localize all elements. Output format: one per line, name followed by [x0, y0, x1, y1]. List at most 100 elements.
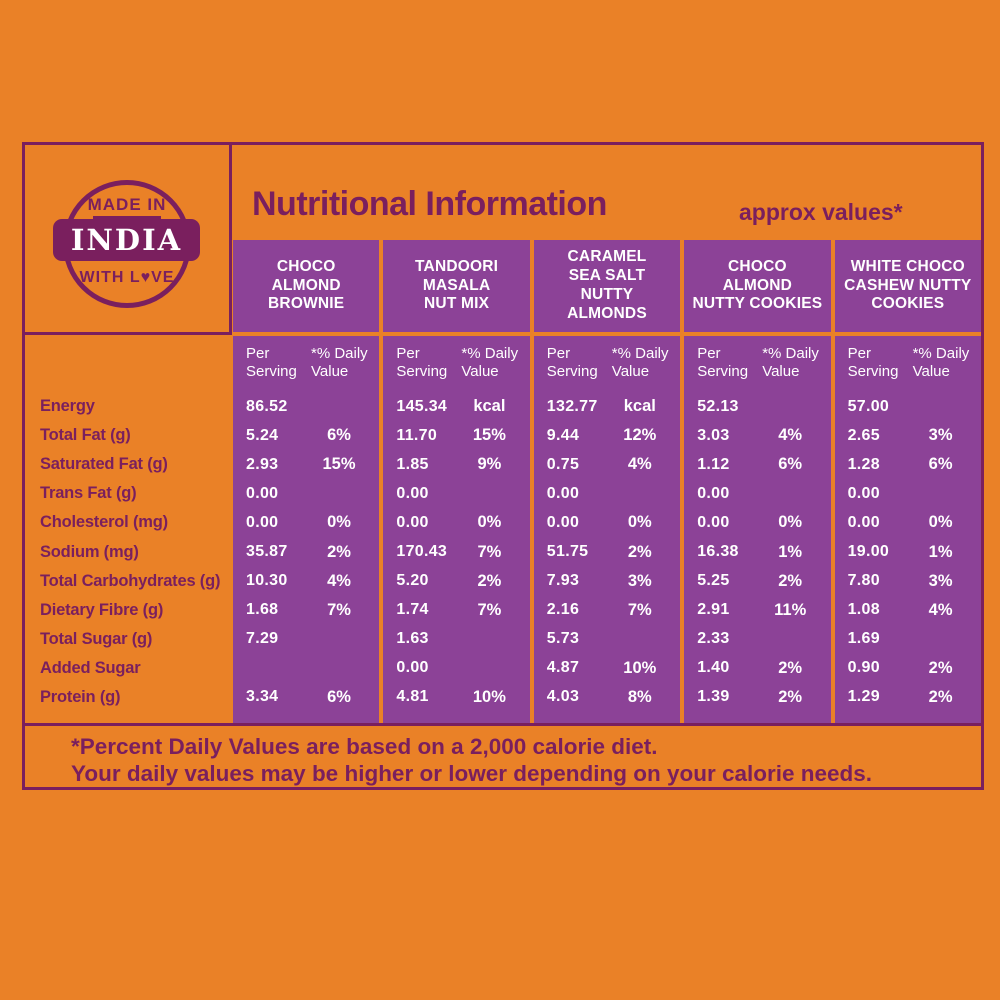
value-row: 0.00 0% [534, 508, 680, 537]
daily-value: 7% [327, 600, 351, 619]
per-serving-value: 19.00 [847, 543, 890, 561]
badge-with-love-post: VE [151, 269, 175, 286]
per-serving-value: 57.00 [847, 397, 890, 415]
nutrient-row-label: Dietary Fibre (g) [40, 600, 164, 619]
value-rows: 57.00 2.65 3% 1.28 6% 0.00 0.00 0% 19.00 1% 7.80 3%… [835, 392, 981, 712]
value-row: 52.13 [684, 392, 830, 421]
per-serving-header: Per Serving [546, 345, 598, 380]
nutrient-row-label: Total Fat (g) [40, 426, 131, 445]
product-column: Per Serving *% Daily Value 52.13 3.03 4% 1.… [684, 336, 831, 723]
daily-value: 0% [627, 513, 652, 532]
value-row: 7.29 [233, 625, 379, 654]
daily-value: 2% [627, 542, 652, 561]
footnote-line-1: *Percent Daily Values are based on a 2,0… [71, 734, 658, 759]
value-row: 4.87 10% [534, 654, 680, 683]
daily-value: 6% [327, 426, 351, 445]
product-column: Per Serving *% Daily Value 57.00 2.65 3% 1.… [834, 336, 981, 723]
nutrient-row-label: Cholesterol (mg) [40, 513, 168, 532]
nutrient-row-label: Added Sugar [40, 658, 141, 677]
value-row: 19.00 1% [835, 537, 981, 566]
value-row: 2.93 15% [233, 450, 379, 479]
per-serving-value: 0.00 [246, 513, 279, 531]
value-row: 16.38 1% [684, 537, 830, 566]
value-row: 51.75 2% [534, 537, 680, 566]
per-serving-value: 9.44 [546, 426, 580, 444]
daily-value: 6% [928, 455, 953, 474]
per-serving-value: 0.00 [697, 513, 730, 531]
value-row: 5.25 2% [684, 567, 830, 596]
value-row: 1.12 6% [684, 450, 830, 479]
daily-value-header: *% Daily Value [611, 345, 669, 380]
daily-value: 2% [778, 571, 803, 590]
value-rows: 86.52 5.24 6% 2.93 15% 0.00 0.00 0% 35.87 2% 10.30… [233, 392, 379, 712]
product-column: Per Serving *% Daily Value 86.52 5.24 6% 2.… [233, 336, 380, 723]
daily-value: 4% [778, 426, 803, 445]
per-serving-value: 2.91 [697, 601, 730, 619]
daily-value-header: *% Daily Value [461, 345, 519, 380]
daily-value: 4% [627, 455, 652, 474]
per-serving-value: 2.65 [847, 426, 880, 444]
per-serving-value: 0.00 [546, 484, 580, 502]
per-serving-value: 4.81 [396, 688, 429, 706]
per-serving-value: 145.34 [396, 397, 448, 415]
value-row: 1.68 7% [233, 596, 379, 625]
nutrient-row-label: Total Sugar (g) [40, 629, 153, 648]
per-serving-header: Per Serving [697, 345, 749, 380]
daily-value: 2% [477, 571, 502, 590]
per-serving-value: 7.93 [546, 572, 580, 590]
per-serving-value: 1.74 [396, 601, 429, 619]
footnote-line-2: Your daily values may be higher or lower… [71, 761, 873, 786]
value-row: 0.00 [534, 479, 680, 508]
daily-value: kcal [623, 397, 656, 416]
value-row: 145.34 kcal [383, 392, 529, 421]
value-row: 11.70 15% [383, 421, 529, 450]
nutrient-row-label: Total Carbohydrates (g) [40, 571, 221, 590]
daily-value: 0% [327, 513, 351, 532]
daily-value: 4% [327, 571, 351, 590]
value-row: 1.63 [383, 625, 529, 654]
per-serving-value: 1.63 [396, 630, 429, 648]
per-serving-value: 35.87 [246, 543, 288, 561]
per-serving-value: 16.38 [697, 543, 739, 561]
heart-icon: ♥ [140, 269, 152, 286]
daily-value: 7% [477, 542, 502, 561]
per-serving-value: 1.85 [396, 455, 429, 473]
nutrient-labels-column: Energy Total Fat (g) Saturated Fat (g) Tran… [25, 336, 229, 723]
per-serving-value: 1.08 [847, 601, 880, 619]
daily-value: 12% [623, 426, 657, 445]
per-serving-value: 1.39 [697, 688, 730, 706]
per-serving-value: 1.28 [847, 455, 880, 473]
value-rows: 145.34 kcal 11.70 15% 1.85 9% 0.00 0.00 0% 170.43… [383, 392, 529, 712]
value-row: 2.91 11% [684, 596, 830, 625]
subheader: Per Serving *% Daily Value [233, 336, 379, 392]
value-row: 1.69 [835, 625, 981, 654]
value-row: 3.34 6% [233, 683, 379, 712]
value-row: 170.43 7% [383, 537, 529, 566]
daily-value: kcal [473, 397, 506, 416]
per-serving-value: 0.00 [697, 484, 730, 502]
per-serving-value: 4.03 [546, 688, 580, 706]
value-row: 2.16 7% [534, 596, 680, 625]
value-row: 9.44 12% [534, 421, 680, 450]
per-serving-value: 2.93 [246, 455, 279, 473]
daily-value: 10% [623, 658, 657, 677]
per-serving-value: 4.87 [546, 659, 580, 677]
value-row: 86.52 [233, 392, 379, 421]
value-row: 1.39 2% [684, 683, 830, 712]
per-serving-value: 5.20 [396, 572, 429, 590]
value-row: 1.29 2% [835, 683, 981, 712]
per-serving-value: 0.00 [246, 484, 279, 502]
per-serving-value: 1.29 [847, 688, 880, 706]
daily-value-header: *% Daily Value [762, 345, 819, 380]
value-row: 35.87 2% [233, 537, 379, 566]
badge-made-in-text: MADE IN [87, 195, 167, 214]
per-serving-value: 1.12 [697, 455, 730, 473]
per-serving-value: 86.52 [246, 397, 288, 415]
product-header-row: CHOCO ALMOND BROWNIE TANDOORI MASALA NUT… [233, 240, 981, 332]
subheader: Per Serving *% Daily Value [534, 336, 680, 392]
per-serving-value: 5.24 [246, 426, 279, 444]
daily-value: 15% [472, 426, 506, 445]
product-column: Per Serving *% Daily Value 145.34 kcal 11.… [383, 336, 530, 723]
daily-value: 8% [627, 687, 652, 706]
